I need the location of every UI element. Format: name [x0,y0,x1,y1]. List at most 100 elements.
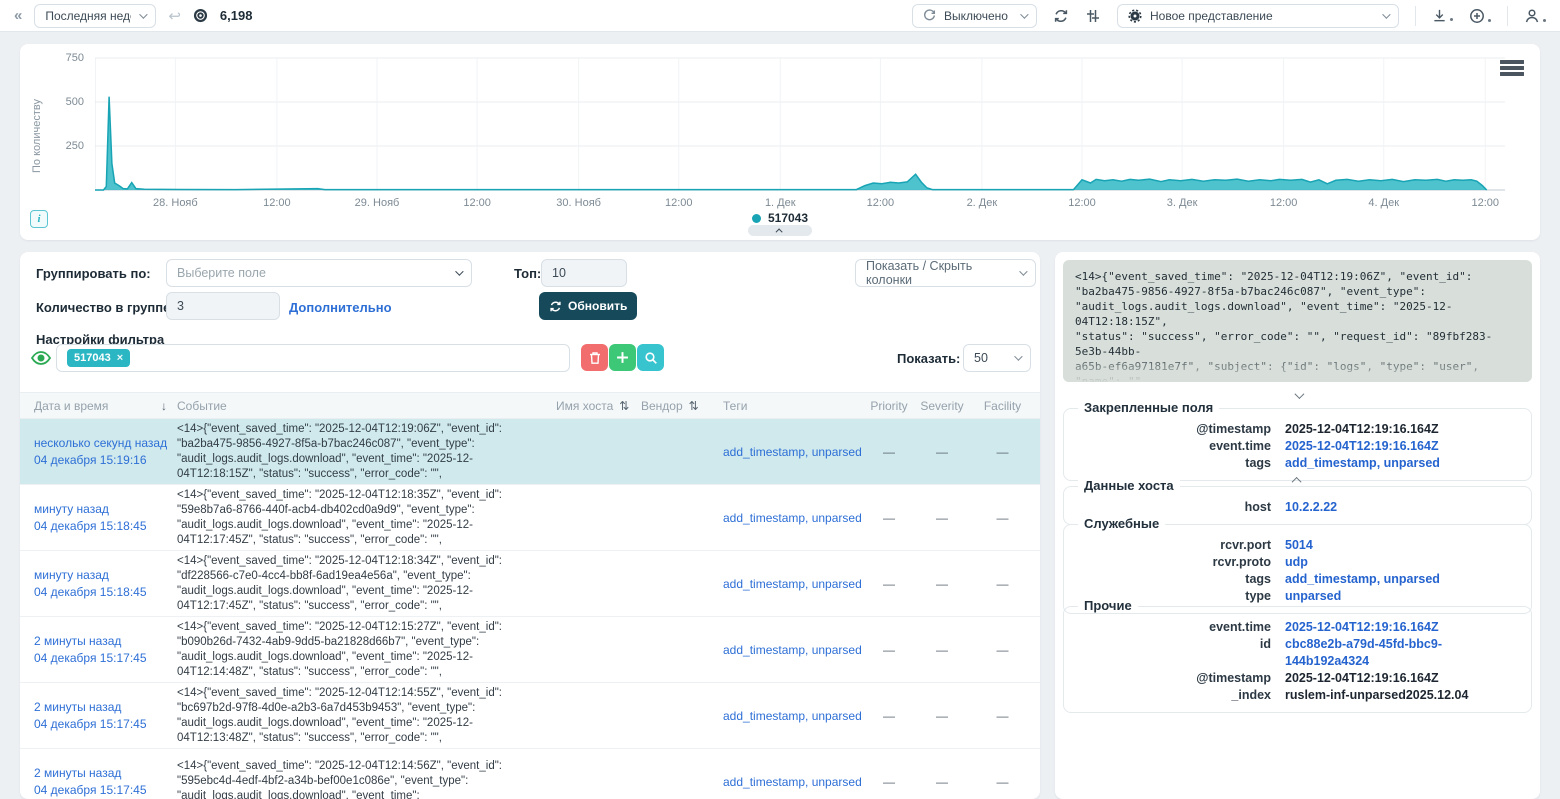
search-icon [644,351,657,364]
field-value[interactable]: 10.2.2.22 [1285,500,1338,514]
add-filter-button[interactable] [609,344,636,371]
x-tick-label: 12:00 [664,197,693,209]
event-tags-link[interactable]: add_timestamp, unparsed [723,576,862,591]
chart-menu-icon[interactable] [1500,60,1524,78]
collapse-pinned-icon[interactable] [1291,471,1302,489]
advanced-link[interactable]: Дополнительно [289,300,392,315]
plus-icon [617,352,628,363]
x-tick-label: 4. Дек [1368,197,1400,209]
events-area-chart[interactable] [95,50,1505,194]
search-button[interactable] [637,344,664,371]
event-datetime-link[interactable]: минуту назад 04 декабря 15:18:45 [34,501,147,533]
field-key: rcvr.proto [1212,555,1271,569]
sliders-icon[interactable] [1085,8,1101,24]
time-range-select[interactable]: Последняя неде... [34,3,157,28]
field-value[interactable]: 2025-12-04T12:19:16.164Z [1285,439,1439,453]
event-datetime-link[interactable]: 2 минуты назад 04 декабря 15:17:45 [34,633,147,665]
table-row[interactable]: 2 минуты назад 04 декабря 15:17:45 <14>{"e… [20,749,1040,799]
field-value[interactable]: 2025-12-04T12:19:16.164Z [1285,620,1439,634]
view-select[interactable]: Новое представление [1117,3,1399,28]
chevron-down-icon [455,267,464,276]
autorefresh-select[interactable]: Выключено [912,3,1037,28]
field-value[interactable]: udp [1285,555,1308,569]
detail-field-row: @timestamp 2025-12-04T12:19:16.164Z [1076,421,1519,438]
field-value[interactable]: cbc88e2b-a79d-45fd-bbc9-144b192a4324 [1285,637,1443,668]
priority-cell: — [883,576,895,591]
eye-icon[interactable] [31,351,51,365]
event-tags-link[interactable]: add_timestamp, unparsed [723,708,862,723]
detail-section-title: Служебные [1078,516,1166,531]
group-by-placeholder: Выберите поле [177,266,266,280]
priority-cell: — [883,444,895,459]
table-row[interactable]: 2 минуты назад 04 декабря 15:17:45 <14>{"e… [20,683,1040,749]
event-datetime-link[interactable]: 2 минуты назад 04 декабря 15:17:45 [34,765,147,797]
event-datetime-link[interactable]: 2 минуты назад 04 декабря 15:17:45 [34,699,147,731]
event-message-text: <14>{"event_saved_time": "2025-12-04T12:… [177,488,502,546]
detail-field-row: id cbc88e2b-a79d-45fd-bbc9-144b192a4324 [1076,636,1519,670]
detail-section-1: Закрепленные поля @timestamp 2025-12-04T12… [1063,400,1532,481]
detail-field-row: rcvr.port 5014 [1076,537,1519,554]
field-value[interactable]: add_timestamp, unparsed [1285,572,1440,586]
page-size-select[interactable]: 50 [963,344,1031,372]
field-key: event.time [1209,620,1271,634]
table-row[interactable]: минуту назад 04 декабря 15:18:45 <14>{"eve… [20,485,1040,551]
field-value: 2025-12-04T12:19:16.164Z [1285,671,1439,685]
collapse-panel-icon[interactable]: « [14,7,23,24]
top-input[interactable]: 10 [541,259,627,287]
legend-series-label[interactable]: 517043 [767,211,809,225]
chevron-down-icon [1014,352,1023,361]
undo-icon[interactable]: ↩ [168,7,181,25]
add-circle-icon[interactable] [1469,8,1491,24]
expand-raw-icon[interactable] [1293,386,1304,404]
columns-toggle-select[interactable]: Показать / Скрыть колонки [855,259,1036,287]
time-range-value: Последняя неде... [45,8,131,23]
download-icon[interactable] [1432,8,1453,23]
sort-both-icon[interactable]: ⇅ [688,398,699,413]
group-by-select[interactable]: Выберите поле [166,259,472,287]
event-message-text: <14>{"event_saved_time": "2025-12-04T12:… [177,686,502,744]
event-message-text: <14>{"event_saved_time": "2025-12-04T12:… [177,620,502,678]
refresh-table-button[interactable]: Обновить [539,292,638,320]
columns-toggle-label: Показать / Скрыть колонки [866,259,973,287]
event-tags-link[interactable]: add_timestamp, unparsed [723,774,862,789]
group-count-input[interactable]: 3 [166,292,280,320]
trash-icon [589,351,600,364]
sort-both-icon[interactable]: ⇅ [619,398,630,413]
table-row[interactable]: несколько секунд назад 04 декабря 15:19:1… [20,419,1040,485]
add-menu-dot [1488,18,1491,22]
field-value[interactable]: add_timestamp, unparsed [1285,456,1440,470]
sort-desc-icon[interactable]: ↓ [161,398,167,413]
event-datetime-link[interactable]: минуту назад 04 декабря 15:18:45 [34,567,147,599]
chart-collapse-handle[interactable] [748,225,812,236]
event-tags-link[interactable]: add_timestamp, unparsed [723,444,862,459]
priority-cell: — [883,510,895,525]
field-key: tags [1245,572,1271,586]
severity-cell: — [936,444,948,459]
table-row[interactable]: минуту назад 04 декабря 15:18:45 <14>{"eve… [20,551,1040,617]
detail-field-row: rcvr.proto udp [1076,554,1519,571]
event-tags-link[interactable]: add_timestamp, unparsed [723,642,862,657]
filter-tag[interactable]: 517043 × [67,349,131,367]
filter-tag-remove-icon[interactable]: × [116,352,124,364]
field-value[interactable]: 5014 [1285,538,1313,552]
facility-cell: — [996,642,1009,657]
user-menu-dot [1543,18,1546,22]
event-tags-link[interactable]: add_timestamp, unparsed [723,510,862,525]
x-tick-label: 12:00 [1471,197,1500,209]
event-datetime-link[interactable]: несколько секунд назад 04 декабря 15:19:1… [34,435,168,467]
filter-input[interactable]: 517043 × [56,344,570,372]
field-value[interactable]: unparsed [1285,589,1342,603]
priority-cell: — [883,774,895,789]
delete-filter-button[interactable] [581,344,608,371]
chart-legend[interactable]: 517043 [20,211,1540,225]
refresh-icon[interactable] [1053,8,1069,24]
chart-info-button[interactable]: i [30,210,48,228]
divider [1415,5,1416,26]
field-key: _index [1231,688,1271,702]
column-header-2: Событие [177,398,227,413]
table-row[interactable]: 2 минуты назад 04 декабря 15:17:45 <14>{"e… [20,617,1040,683]
user-icon[interactable] [1524,8,1546,24]
detail-field-row: event.time 2025-12-04T12:19:16.164Z [1076,438,1519,455]
table-header-row: Дата и время ↓ Событие Имя хоста ⇅ Вендор ⇅ Тег… [20,392,1040,419]
events-chart-card: По количеству 250 500 750 28. Нояб 12:00 29.… [20,44,1540,240]
